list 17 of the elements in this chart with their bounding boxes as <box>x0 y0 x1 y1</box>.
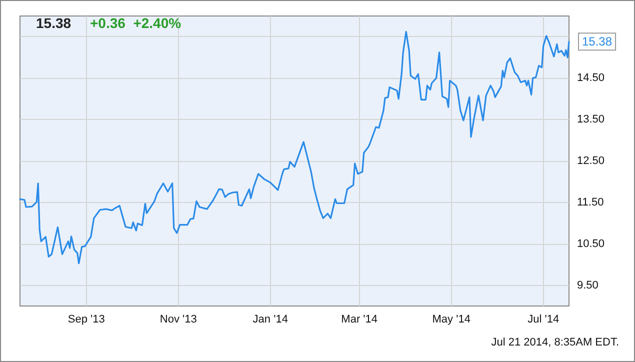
annotation: 15.38 <box>582 34 612 49</box>
chart-subtitle: +0.36 +2.40% <box>90 15 182 31</box>
x-tick-label: Jan '14 <box>252 314 288 326</box>
y-tick-label: 9.50 <box>577 279 598 292</box>
y-tick-label: 14.50 <box>577 72 605 84</box>
x-tick-label: Mar '14 <box>341 314 378 326</box>
x-tick-label: Sep '13 <box>68 314 105 326</box>
line-series <box>19 30 570 264</box>
x-tick-label: May '14 <box>432 314 470 326</box>
text: Jul 21 2014, 8:35AM EDT. <box>491 336 619 348</box>
y-tick-label: 12.50 <box>577 155 605 167</box>
y-tick-label: 11.50 <box>577 196 604 208</box>
y-tick-label: 13.50 <box>577 114 605 126</box>
chart-title: 15.38 <box>36 15 72 31</box>
y-tick-label: 10.50 <box>577 238 605 250</box>
x-tick-label: Jul '14 <box>528 314 560 326</box>
x-tick-label: Nov '13 <box>160 314 197 326</box>
